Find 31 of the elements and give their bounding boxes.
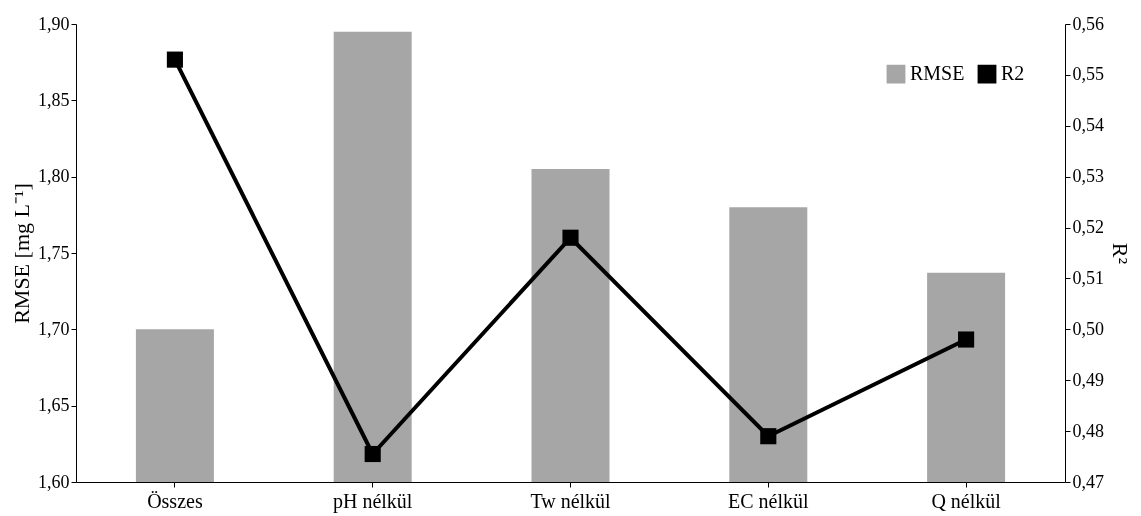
y2-axis-title: R² bbox=[1108, 242, 1133, 265]
y-tick-label: 1,60 bbox=[38, 471, 70, 492]
y-tick-label: 1,70 bbox=[38, 318, 70, 339]
y2-tick-label: 0,51 bbox=[1072, 267, 1104, 288]
y2-tick-label: 0,55 bbox=[1072, 64, 1104, 85]
point bbox=[364, 445, 381, 463]
y2-tick-label: 0,56 bbox=[1072, 13, 1104, 34]
y2-tick-label: 0,52 bbox=[1072, 217, 1104, 238]
point bbox=[760, 428, 777, 445]
y-tick-label: 1,80 bbox=[38, 166, 70, 187]
x-tick-label: Összes bbox=[147, 489, 203, 512]
point bbox=[958, 331, 975, 348]
y-tick-label: 1,85 bbox=[38, 89, 70, 110]
x-tick-label: Q nélkül bbox=[931, 489, 1002, 512]
y-axis-title: RMSE [mg L⁻¹] bbox=[9, 183, 34, 324]
y-tick-label: 1,90 bbox=[38, 13, 70, 34]
y2-tick-label: 0,54 bbox=[1072, 115, 1104, 136]
y-tick-label: 1,75 bbox=[38, 242, 70, 263]
y-tick-label: 1,65 bbox=[38, 395, 70, 416]
y2-tick-label: 0,48 bbox=[1072, 420, 1104, 441]
y2-tick-label: 0,53 bbox=[1072, 166, 1104, 187]
y2-tick-label: 0,47 bbox=[1072, 471, 1104, 492]
point bbox=[562, 229, 579, 246]
x-tick-label: EC nélkül bbox=[728, 489, 810, 512]
point bbox=[166, 51, 183, 68]
legend-label: R2 bbox=[1001, 62, 1025, 85]
x-tick-label: Tw nélkül bbox=[530, 489, 612, 512]
y2-tick-label: 0,50 bbox=[1072, 318, 1104, 339]
legend-label: RMSE bbox=[910, 62, 965, 85]
y2-tick-label: 0,49 bbox=[1072, 369, 1104, 390]
x-tick-label: pH nélkül bbox=[332, 489, 413, 513]
